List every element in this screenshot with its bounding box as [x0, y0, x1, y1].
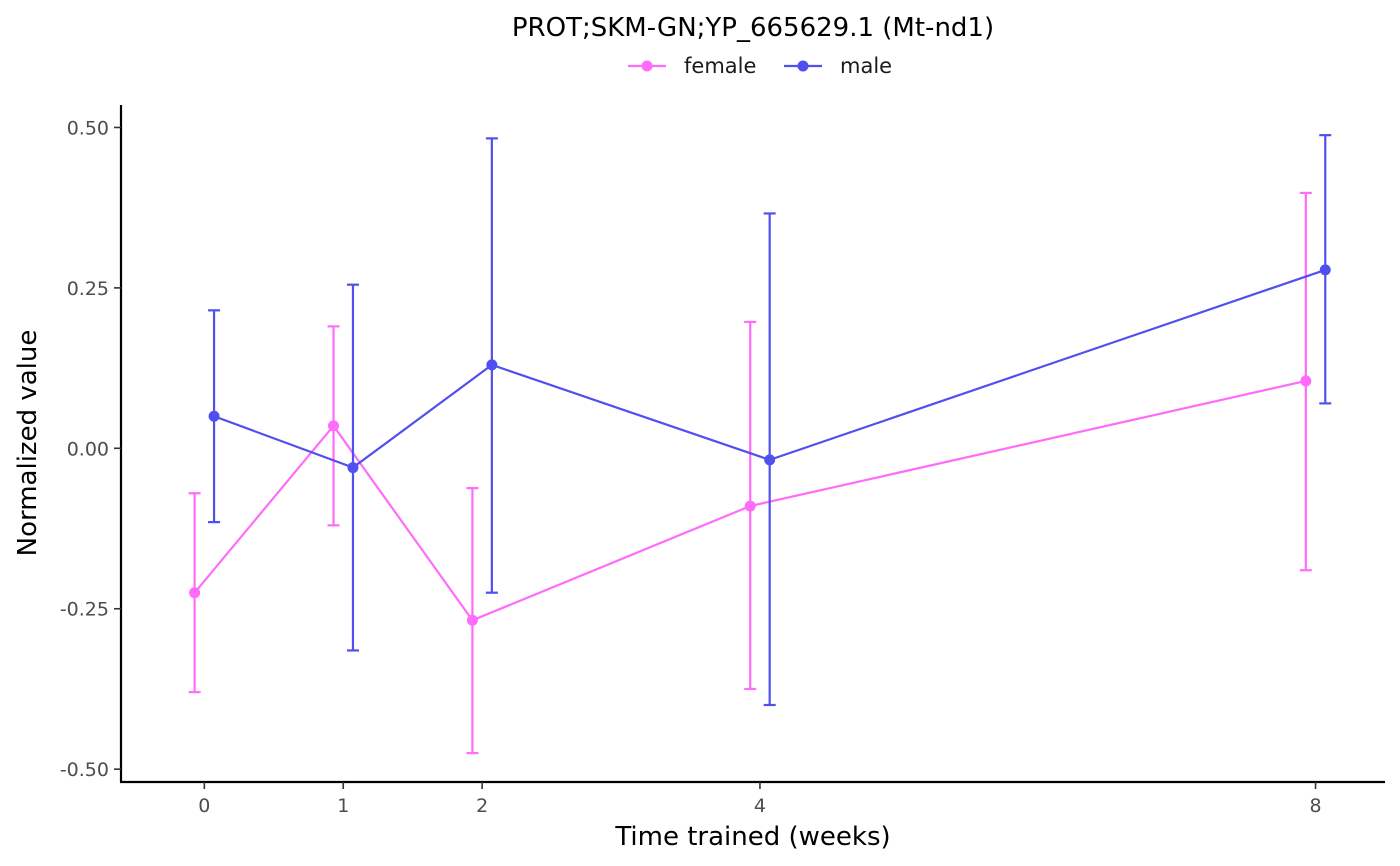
data-point: [328, 420, 340, 432]
y-tick-label: 0.50: [67, 117, 109, 139]
data-point: [744, 500, 756, 512]
x-tick-label: 8: [1310, 795, 1322, 817]
x-tick-label: 0: [198, 795, 210, 817]
data-point: [1300, 375, 1312, 387]
y-tick-label: 0.00: [67, 438, 109, 460]
y-tick-label: -0.25: [60, 599, 109, 621]
series-female: [188, 191, 1312, 755]
legend: female male: [628, 54, 892, 78]
x-tick-label: 2: [476, 795, 488, 817]
data-point: [208, 410, 220, 422]
chart-title: PROT;SKM-GN;YP_665629.1 (Mt-nd1): [512, 13, 994, 43]
legend-label: female: [684, 54, 756, 78]
data-point: [347, 462, 359, 474]
y-tick-label: 0.25: [67, 278, 109, 300]
plot-area: [188, 134, 1332, 755]
x-tick-label: 1: [337, 795, 349, 817]
series-male: [208, 134, 1332, 707]
data-point: [466, 614, 478, 626]
x-axis: 0 1 2 4 8: [198, 782, 1322, 817]
data-point: [1319, 264, 1331, 276]
y-tick-label: -0.50: [60, 759, 109, 781]
legend-marker: [797, 60, 809, 72]
legend-item-male: male: [784, 54, 892, 78]
y-axis: 0.50 0.25 0.00 -0.25 -0.50: [60, 117, 121, 781]
legend-marker: [641, 60, 653, 72]
legend-item-female: female: [628, 54, 756, 78]
x-axis-title: Time trained (weeks): [614, 822, 890, 852]
x-tick-label: 4: [754, 795, 766, 817]
legend-label: male: [840, 54, 892, 78]
data-point: [764, 454, 776, 466]
data-point: [486, 359, 498, 371]
y-axis-title: Normalized value: [13, 330, 43, 557]
data-point: [189, 587, 201, 599]
